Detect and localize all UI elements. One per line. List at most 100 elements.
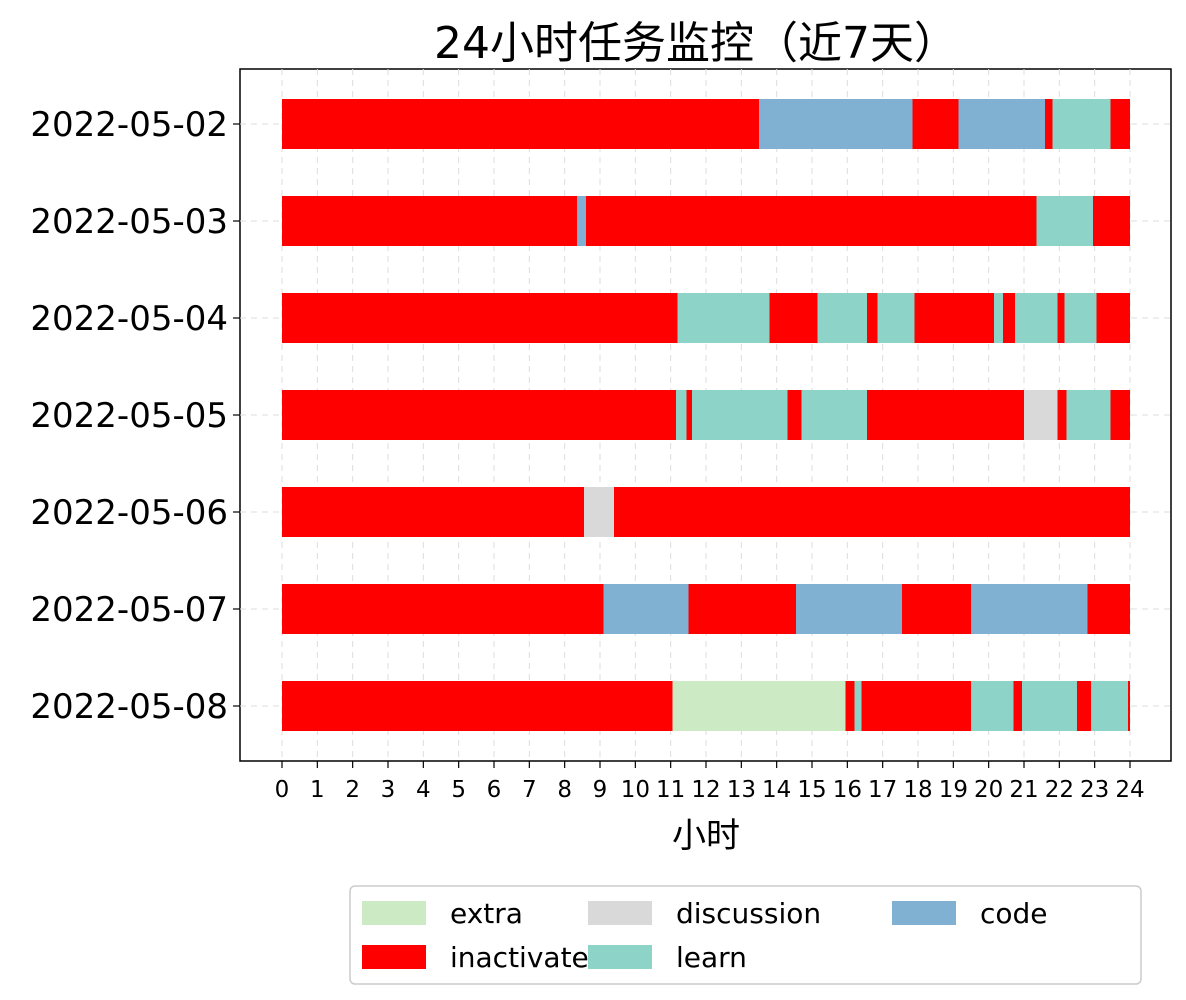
legend-label-extra: extra bbox=[450, 897, 523, 930]
bar-segment-inactivate bbox=[769, 293, 818, 343]
y-tick-label: 2022-05-02 bbox=[30, 105, 228, 145]
bar-segment-code bbox=[759, 99, 913, 149]
bar-segment-learn bbox=[675, 390, 687, 440]
bar-segment-inactivate bbox=[282, 584, 604, 634]
x-tick-label: 3 bbox=[381, 777, 396, 803]
legend-label-code: code bbox=[980, 897, 1048, 930]
x-tick-label: 7 bbox=[522, 777, 537, 803]
bar-segment-learn bbox=[1064, 293, 1097, 343]
bar-segment-discussion bbox=[584, 487, 615, 537]
bar-segment-inactivate bbox=[282, 681, 673, 731]
x-tick-label: 13 bbox=[727, 777, 756, 803]
bar-segment-learn bbox=[817, 293, 867, 343]
bar-segment-inactivate bbox=[861, 681, 971, 731]
x-axis: 0 1 2 3 4 5 6 7 8 9 10 11 12 13 14 15 16 17 18 19 20 21 22 23 24 bbox=[275, 761, 1145, 803]
bar-segment-inactivate bbox=[1002, 293, 1016, 343]
x-tick-label: 9 bbox=[593, 777, 608, 803]
bar-segment-inactivate bbox=[866, 293, 878, 343]
bar-segment-code bbox=[796, 584, 903, 634]
legend-label-learn: learn bbox=[676, 941, 747, 974]
x-tick-label: 10 bbox=[621, 777, 650, 803]
x-tick-label: 24 bbox=[1115, 777, 1144, 803]
bar-segment-inactivate bbox=[688, 584, 797, 634]
x-tick-label: 2 bbox=[345, 777, 360, 803]
y-tick-label: 2022-05-06 bbox=[30, 493, 228, 533]
bar-segment-inactivate bbox=[1077, 681, 1092, 731]
legend-swatch-extra bbox=[362, 901, 426, 925]
bar-segment-inactivate bbox=[282, 390, 676, 440]
bar-segment-inactivate bbox=[585, 196, 1037, 246]
bar-segment-inactivate bbox=[866, 390, 1024, 440]
bar-segment-inactivate bbox=[282, 99, 759, 149]
bar-segment-learn bbox=[677, 293, 770, 343]
x-tick-label: 6 bbox=[487, 777, 502, 803]
bar-segment-inactivate bbox=[845, 681, 855, 731]
bar-segment-learn bbox=[877, 293, 915, 343]
bars-layer bbox=[282, 99, 1130, 731]
y-tick-label: 2022-05-07 bbox=[30, 590, 228, 630]
x-tick-label: 17 bbox=[868, 777, 897, 803]
y-tick-label: 2022-05-03 bbox=[30, 202, 228, 242]
bar-segment-code bbox=[577, 196, 586, 246]
x-tick-label: 11 bbox=[656, 777, 685, 803]
y-tick-label: 2022-05-05 bbox=[30, 396, 228, 436]
bar-segment-learn bbox=[691, 390, 788, 440]
bar-segment-extra bbox=[672, 681, 846, 731]
bar-segment-inactivate bbox=[914, 293, 994, 343]
y-axis: 2022-05-02 2022-05-03 2022-05-04 2022-05-05… bbox=[30, 105, 240, 727]
bar-segment-code bbox=[958, 99, 1046, 149]
x-tick-label: 8 bbox=[557, 777, 572, 803]
bar-segment-discussion bbox=[1024, 390, 1058, 440]
x-tick-label: 15 bbox=[797, 777, 826, 803]
bar-segment-inactivate bbox=[1087, 584, 1130, 634]
y-tick-label: 2022-05-04 bbox=[30, 299, 228, 339]
bar-segment-inactivate bbox=[912, 99, 959, 149]
bar-segment-inactivate bbox=[1110, 390, 1130, 440]
y-tick-label: 2022-05-08 bbox=[30, 687, 228, 727]
legend-swatch-inactivate bbox=[362, 945, 426, 969]
x-tick-label: 14 bbox=[762, 777, 791, 803]
legend-label-inactivate: inactivate bbox=[450, 941, 589, 974]
bar-segment-learn bbox=[1022, 681, 1077, 731]
x-tick-label: 19 bbox=[939, 777, 968, 803]
bar-segment-inactivate bbox=[902, 584, 971, 634]
bar-segment-inactivate bbox=[282, 196, 578, 246]
chart-title: 24小时任务监控（近7天） bbox=[434, 18, 958, 69]
x-tick-label: 22 bbox=[1045, 777, 1074, 803]
bar-segment-learn bbox=[1066, 390, 1111, 440]
bar-segment-inactivate bbox=[1110, 99, 1130, 149]
bar-segment-code bbox=[971, 584, 1088, 634]
bar-segment-inactivate bbox=[282, 487, 585, 537]
x-tick-label: 1 bbox=[310, 777, 325, 803]
bar-segment-inactivate bbox=[614, 487, 1130, 537]
bar-segment-inactivate bbox=[282, 293, 678, 343]
bar-segment-learn bbox=[1091, 681, 1129, 731]
bar-segment-inactivate bbox=[1057, 390, 1067, 440]
bar-segment-learn bbox=[1015, 293, 1058, 343]
bar-segment-inactivate bbox=[1092, 196, 1130, 246]
bar-segment-inactivate bbox=[1128, 681, 1130, 731]
bar-segment-inactivate bbox=[1096, 293, 1130, 343]
bar-segment-learn bbox=[1036, 196, 1093, 246]
legend-label-discussion: discussion bbox=[676, 897, 821, 930]
bar-segment-inactivate bbox=[787, 390, 802, 440]
legend-swatch-learn bbox=[588, 945, 652, 969]
bar-segment-inactivate bbox=[1045, 99, 1053, 149]
x-tick-label: 0 bbox=[275, 777, 290, 803]
bar-segment-inactivate bbox=[1013, 681, 1023, 731]
bar-segment-learn bbox=[801, 390, 867, 440]
x-tick-label: 18 bbox=[903, 777, 932, 803]
bar-segment-inactivate bbox=[686, 390, 692, 440]
x-tick-label: 5 bbox=[451, 777, 466, 803]
x-tick-label: 12 bbox=[691, 777, 720, 803]
x-tick-label: 21 bbox=[1009, 777, 1038, 803]
x-tick-label: 4 bbox=[416, 777, 431, 803]
x-tick-label: 16 bbox=[833, 777, 862, 803]
bar-segment-learn bbox=[971, 681, 1014, 731]
bar-segment-inactivate bbox=[1057, 293, 1065, 343]
bar-segment-learn bbox=[1052, 99, 1111, 149]
legend-swatch-code bbox=[892, 901, 956, 925]
legend: extra inactivate discussion learn code bbox=[349, 885, 1142, 985]
